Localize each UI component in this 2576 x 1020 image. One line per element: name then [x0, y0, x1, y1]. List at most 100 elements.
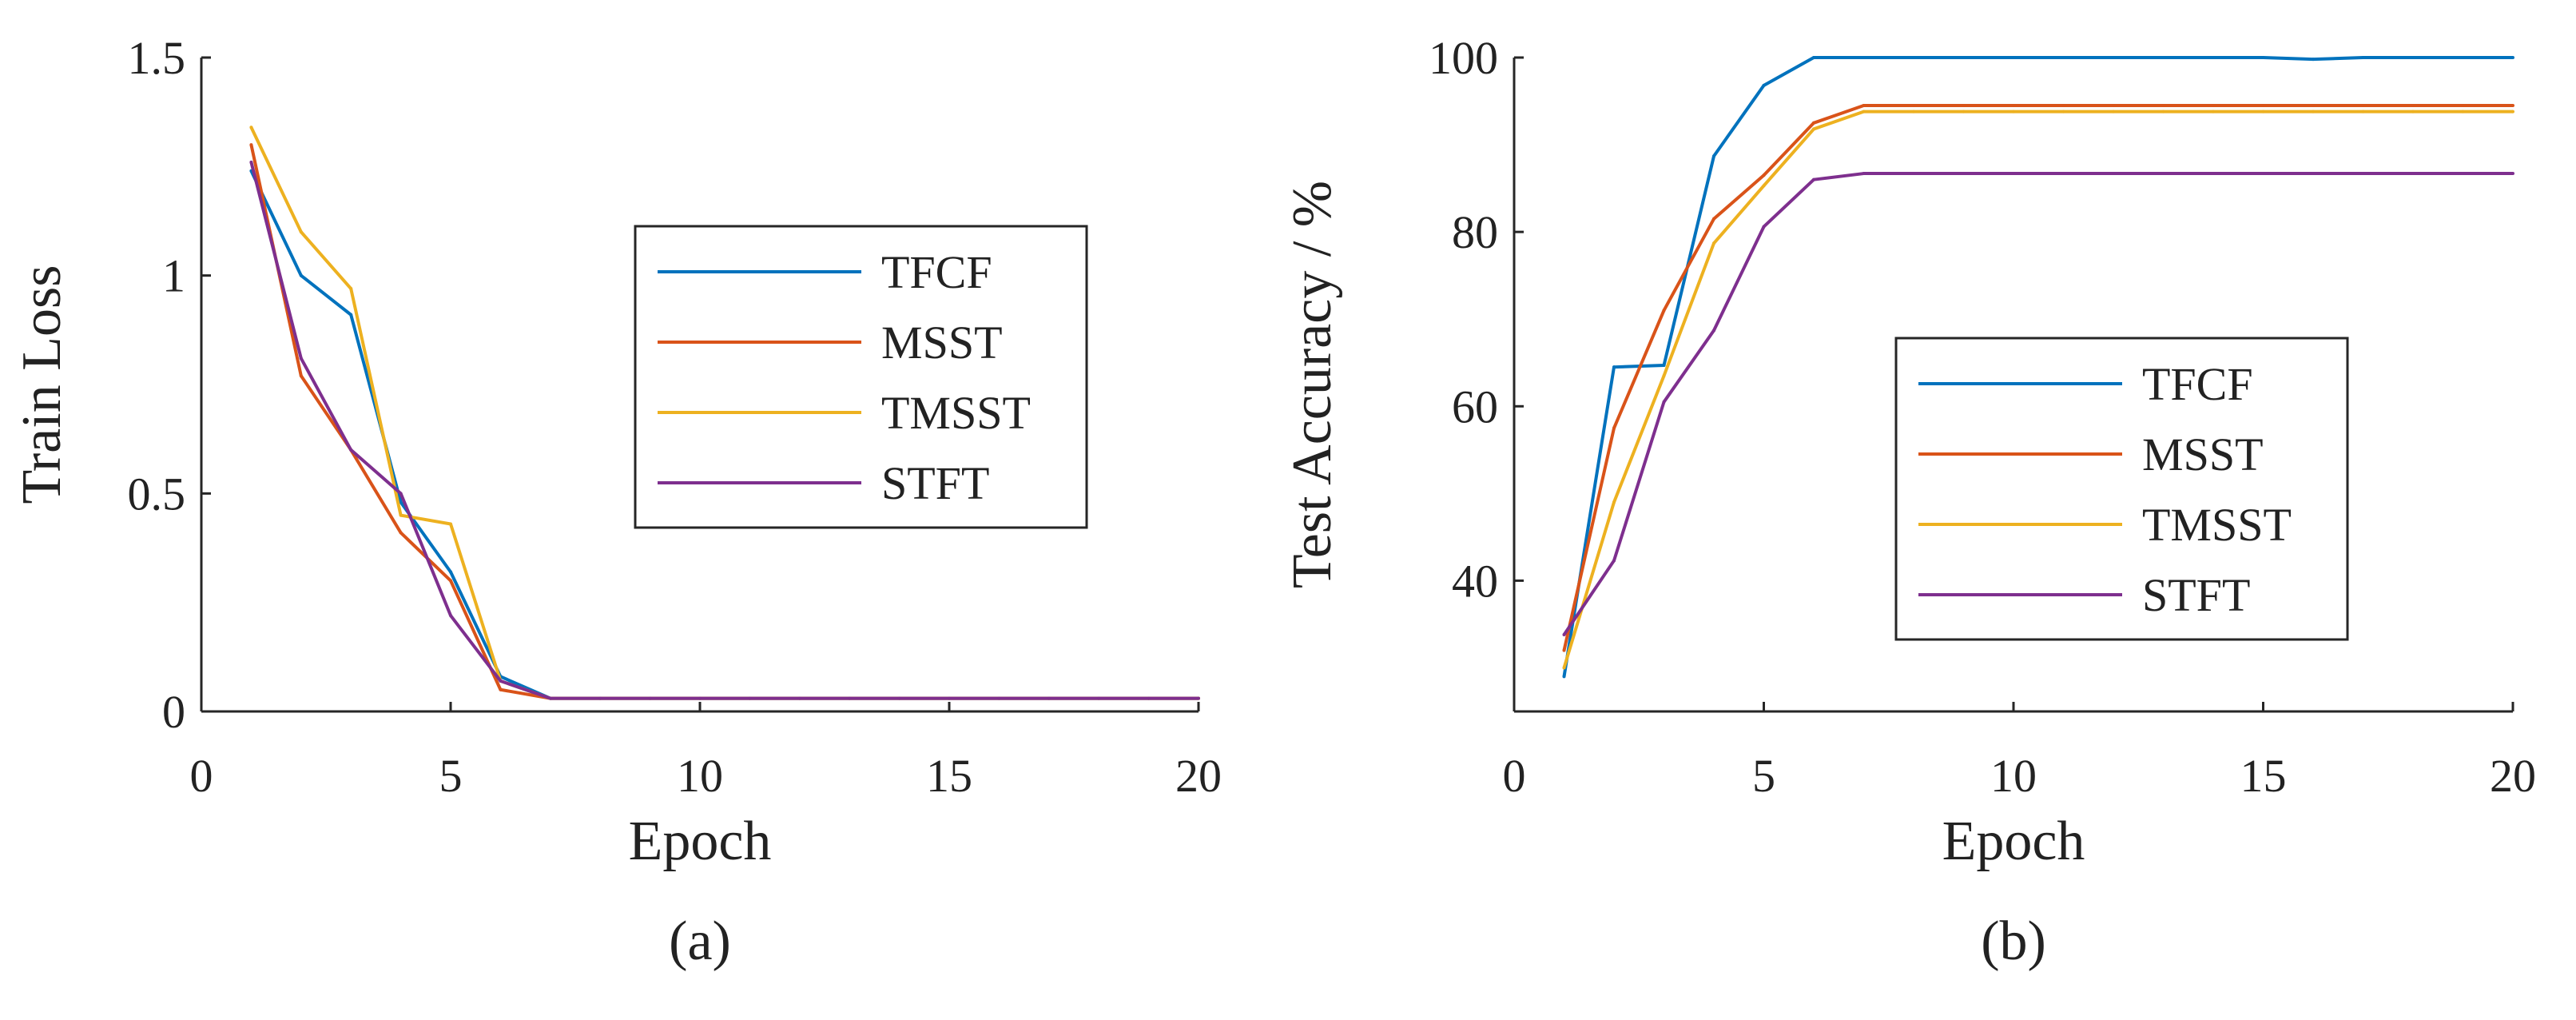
- y-tick-label: 100: [1429, 32, 1498, 84]
- data-point-tmsst: [449, 522, 452, 526]
- data-point-msst: [1962, 103, 1966, 107]
- legend-label-tmsst: TMSST: [881, 387, 1031, 439]
- data-point-tmsst: [1662, 374, 1666, 378]
- data-point-tfcf: [2112, 56, 2115, 59]
- data-point-stft: [2361, 172, 2365, 176]
- data-point-stft: [2161, 172, 2165, 176]
- data-point-stft: [2061, 172, 2065, 176]
- data-point-tfcf: [2061, 56, 2065, 59]
- data-point-tfcf: [1562, 675, 1566, 679]
- y-tick-label: 1.5: [128, 32, 186, 84]
- data-point-tfcf: [2461, 56, 2465, 59]
- data-point-msst: [2312, 103, 2315, 107]
- data-point-stft: [2511, 172, 2514, 176]
- legend-box: [1894, 337, 2349, 641]
- data-point-tfcf: [2012, 56, 2015, 59]
- x-tick-label: 5: [1752, 750, 1775, 802]
- data-point-msst: [2411, 103, 2415, 107]
- legend: TFCF MSST TMSST STFT: [1894, 337, 2349, 641]
- data-point-msst: [2461, 103, 2465, 107]
- data-point-tfcf: [2411, 56, 2415, 59]
- data-point-stft: [349, 448, 353, 452]
- data-point-msst: [1912, 103, 1915, 107]
- data-point-tfcf: [2261, 56, 2265, 59]
- data-point-msst: [1712, 217, 1715, 221]
- legend-label-msst: MSST: [2142, 428, 2264, 480]
- data-point-msst: [2261, 103, 2265, 107]
- data-point-stft: [1147, 696, 1151, 700]
- data-point-msst: [1562, 648, 1566, 652]
- data-point-stft: [2261, 172, 2265, 176]
- y-tick-label: 0.5: [128, 468, 186, 520]
- data-point-tmsst: [1612, 500, 1616, 504]
- data-point-tfcf: [399, 500, 403, 504]
- data-point-tmsst: [1712, 241, 1715, 245]
- data-point-msst: [1662, 309, 1666, 313]
- data-point-tmsst: [1962, 110, 1966, 114]
- data-point-stft: [449, 614, 452, 618]
- data-point-stft: [2012, 172, 2015, 176]
- data-point-msst: [399, 531, 403, 535]
- data-point-tmsst: [399, 513, 403, 517]
- x-tick-label: 10: [677, 750, 723, 802]
- x-tick-label: 15: [926, 750, 972, 802]
- x-tick-label: 15: [2240, 750, 2287, 802]
- data-point-stft: [897, 696, 901, 700]
- data-point-tmsst: [1862, 110, 1866, 114]
- data-point-tfcf: [2511, 56, 2514, 59]
- data-point-tmsst: [2461, 110, 2465, 114]
- data-point-stft: [1712, 329, 1715, 333]
- data-point-tmsst: [2112, 110, 2115, 114]
- data-point-stft: [2312, 172, 2315, 176]
- data-point-stft: [1912, 172, 1915, 176]
- data-point-tfcf: [2312, 58, 2315, 62]
- data-point-tmsst: [249, 126, 253, 129]
- data-point-tfcf: [1712, 154, 1715, 158]
- y-tick-label: 40: [1452, 555, 1498, 607]
- data-point-msst: [499, 687, 503, 691]
- data-point-stft: [399, 492, 403, 496]
- data-point-msst: [1812, 121, 1815, 125]
- data-point-tmsst: [1812, 127, 1815, 131]
- legend-label-tmsst: TMSST: [2142, 499, 2292, 551]
- data-point-stft: [1197, 696, 1200, 700]
- data-point-tfcf: [1862, 56, 1866, 59]
- y-tick-label: 60: [1452, 381, 1498, 432]
- data-point-stft: [698, 696, 702, 700]
- data-point-msst: [2112, 103, 2115, 107]
- data-point-msst: [449, 579, 452, 583]
- data-point-tfcf: [299, 273, 303, 277]
- data-point-stft: [548, 696, 552, 700]
- data-point-msst: [299, 374, 303, 378]
- y-tick-label: 80: [1452, 206, 1498, 258]
- legend-label-stft: STFT: [881, 457, 989, 509]
- data-point-msst: [2212, 103, 2215, 107]
- data-point-stft: [1612, 559, 1616, 563]
- data-point-stft: [2112, 172, 2115, 176]
- legend-label-tfcf: TFCF: [881, 246, 992, 298]
- data-point-tmsst: [349, 287, 353, 291]
- data-point-stft: [1562, 633, 1566, 637]
- legend-label-msst: MSST: [881, 317, 1003, 369]
- x-tick-label: 20: [2490, 750, 2536, 802]
- data-point-msst: [2511, 103, 2514, 107]
- data-point-msst: [2361, 103, 2365, 107]
- y-axis-label: Test Accuracy / %: [1282, 181, 1343, 588]
- legend-box: [634, 225, 1088, 529]
- data-point-tfcf: [2212, 56, 2215, 59]
- y-axis-label: Train Loss: [11, 265, 73, 504]
- data-point-stft: [299, 357, 303, 361]
- data-point-stft: [748, 696, 752, 700]
- series-line-tmsst: [1562, 110, 2513, 669]
- series-line-stft: [1562, 172, 2513, 636]
- data-point-msst: [1762, 173, 1766, 177]
- data-point-tmsst: [2511, 110, 2514, 114]
- data-point-msst: [1612, 426, 1616, 430]
- data-point-stft: [2212, 172, 2215, 176]
- data-point-msst: [2061, 103, 2065, 107]
- data-point-tmsst: [2061, 110, 2065, 114]
- data-point-tmsst: [1562, 666, 1566, 670]
- subfigure-caption: (a): [669, 910, 731, 972]
- data-point-tmsst: [2161, 110, 2165, 114]
